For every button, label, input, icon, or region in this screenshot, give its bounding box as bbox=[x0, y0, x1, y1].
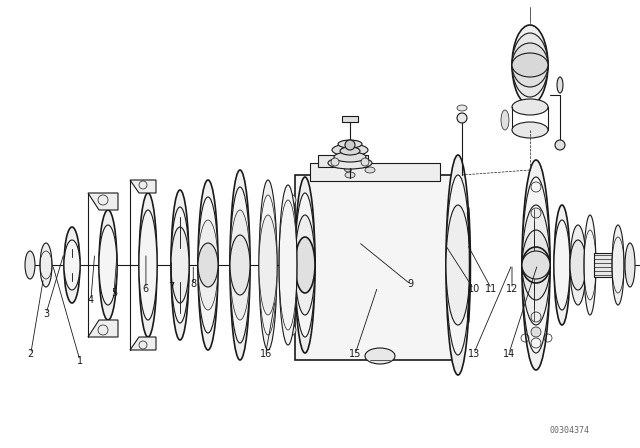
Ellipse shape bbox=[230, 210, 250, 320]
Ellipse shape bbox=[512, 43, 548, 87]
Ellipse shape bbox=[570, 225, 586, 305]
Circle shape bbox=[284, 194, 296, 206]
Text: 13: 13 bbox=[467, 349, 480, 359]
Ellipse shape bbox=[230, 170, 250, 360]
Text: 7: 7 bbox=[168, 282, 175, 292]
Ellipse shape bbox=[64, 227, 80, 303]
Circle shape bbox=[531, 327, 541, 337]
Ellipse shape bbox=[512, 99, 548, 115]
Ellipse shape bbox=[139, 210, 157, 320]
Ellipse shape bbox=[139, 193, 157, 337]
Ellipse shape bbox=[457, 105, 467, 111]
Ellipse shape bbox=[198, 180, 218, 350]
Ellipse shape bbox=[230, 235, 250, 295]
Circle shape bbox=[344, 164, 352, 172]
Ellipse shape bbox=[64, 240, 80, 290]
Ellipse shape bbox=[332, 144, 368, 156]
Ellipse shape bbox=[584, 215, 596, 315]
Text: 10: 10 bbox=[467, 284, 480, 294]
Text: 00304374: 00304374 bbox=[550, 426, 589, 435]
Text: 14: 14 bbox=[502, 349, 515, 359]
Circle shape bbox=[331, 158, 339, 166]
Ellipse shape bbox=[522, 251, 550, 279]
Text: 6: 6 bbox=[143, 284, 149, 294]
Ellipse shape bbox=[446, 205, 470, 325]
Text: 16: 16 bbox=[259, 349, 272, 359]
Text: 9: 9 bbox=[408, 280, 414, 289]
Ellipse shape bbox=[557, 77, 563, 93]
Ellipse shape bbox=[198, 220, 218, 310]
Ellipse shape bbox=[457, 113, 467, 123]
Ellipse shape bbox=[328, 157, 372, 169]
Ellipse shape bbox=[198, 243, 218, 287]
Ellipse shape bbox=[259, 195, 277, 335]
Ellipse shape bbox=[171, 190, 189, 340]
Text: 12: 12 bbox=[506, 284, 518, 294]
Text: 15: 15 bbox=[349, 349, 362, 359]
Ellipse shape bbox=[259, 180, 277, 350]
Ellipse shape bbox=[570, 240, 586, 290]
Ellipse shape bbox=[501, 110, 509, 130]
Ellipse shape bbox=[446, 155, 470, 375]
Circle shape bbox=[361, 158, 369, 166]
Ellipse shape bbox=[40, 243, 52, 287]
Ellipse shape bbox=[512, 122, 548, 138]
Ellipse shape bbox=[340, 147, 360, 155]
Ellipse shape bbox=[522, 247, 550, 283]
Ellipse shape bbox=[625, 243, 635, 287]
Text: 3: 3 bbox=[43, 309, 49, 319]
Polygon shape bbox=[130, 337, 156, 350]
Polygon shape bbox=[88, 320, 118, 337]
Ellipse shape bbox=[345, 172, 355, 178]
Ellipse shape bbox=[171, 207, 189, 323]
Text: 1: 1 bbox=[77, 356, 83, 366]
Circle shape bbox=[345, 140, 355, 150]
Ellipse shape bbox=[522, 205, 550, 325]
Ellipse shape bbox=[365, 348, 395, 364]
Ellipse shape bbox=[365, 167, 375, 173]
Ellipse shape bbox=[512, 33, 548, 97]
Bar bbox=[342, 116, 358, 122]
Ellipse shape bbox=[554, 220, 570, 310]
Ellipse shape bbox=[99, 225, 117, 305]
Ellipse shape bbox=[446, 175, 470, 355]
Ellipse shape bbox=[554, 205, 570, 325]
Text: 11: 11 bbox=[485, 284, 498, 294]
Ellipse shape bbox=[295, 215, 315, 315]
Ellipse shape bbox=[99, 210, 117, 320]
Text: 2: 2 bbox=[28, 349, 34, 359]
Ellipse shape bbox=[295, 237, 315, 293]
Bar bbox=[318, 155, 368, 167]
Ellipse shape bbox=[555, 140, 565, 150]
Ellipse shape bbox=[612, 225, 624, 305]
Bar bbox=[295, 175, 460, 360]
Ellipse shape bbox=[198, 197, 218, 333]
Ellipse shape bbox=[522, 230, 550, 300]
Circle shape bbox=[284, 324, 296, 336]
Polygon shape bbox=[130, 180, 156, 193]
Ellipse shape bbox=[25, 251, 35, 279]
Ellipse shape bbox=[512, 25, 548, 105]
Ellipse shape bbox=[522, 160, 550, 370]
Ellipse shape bbox=[279, 185, 297, 345]
Text: 8: 8 bbox=[190, 280, 196, 289]
Ellipse shape bbox=[171, 227, 189, 303]
Polygon shape bbox=[88, 193, 118, 210]
Bar bbox=[594, 253, 616, 277]
Ellipse shape bbox=[522, 177, 550, 353]
Ellipse shape bbox=[295, 193, 315, 337]
Bar bbox=[310, 163, 440, 181]
Ellipse shape bbox=[334, 152, 366, 162]
Ellipse shape bbox=[230, 187, 250, 343]
Ellipse shape bbox=[295, 177, 315, 353]
Ellipse shape bbox=[338, 140, 362, 148]
Text: 4: 4 bbox=[88, 295, 94, 305]
Text: 5: 5 bbox=[111, 289, 117, 298]
Ellipse shape bbox=[512, 53, 548, 77]
Ellipse shape bbox=[259, 215, 277, 315]
